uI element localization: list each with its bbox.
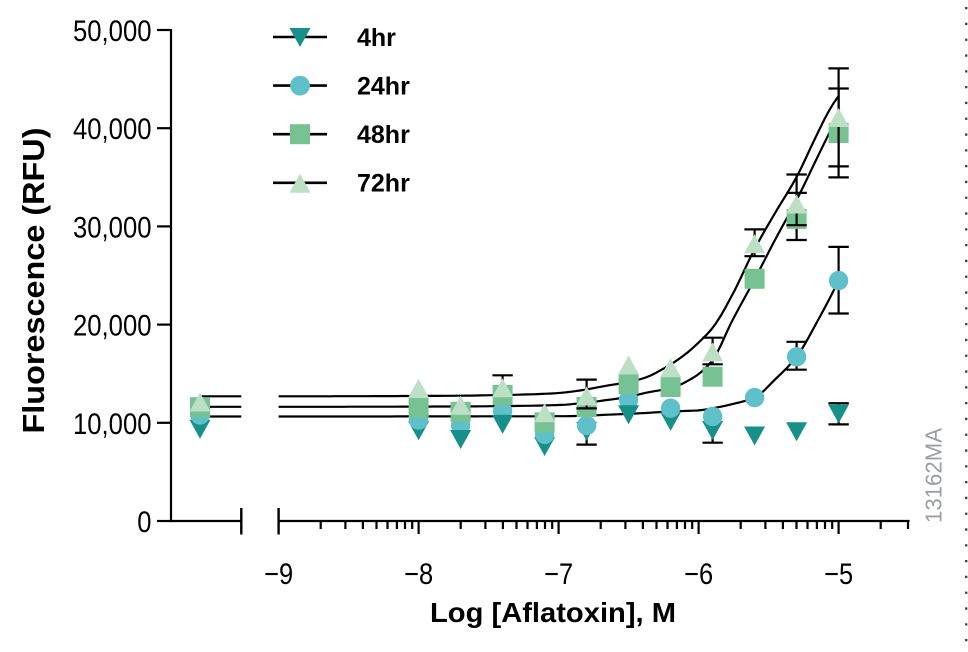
svg-text:72hr: 72hr xyxy=(357,170,410,198)
svg-text:13162MA: 13162MA xyxy=(921,427,947,523)
svg-text:−5: −5 xyxy=(824,558,853,591)
svg-text:−8: −8 xyxy=(404,558,433,591)
svg-text:24hr: 24hr xyxy=(357,72,410,100)
svg-text:30,000: 30,000 xyxy=(73,211,152,244)
svg-text:10,000: 10,000 xyxy=(73,408,152,441)
svg-text:20,000: 20,000 xyxy=(73,310,152,343)
svg-text:0: 0 xyxy=(137,506,151,539)
svg-text:−7: −7 xyxy=(544,558,573,591)
svg-text:−9: −9 xyxy=(264,558,293,591)
svg-text:Log [Aflatoxin], M: Log [Aflatoxin], M xyxy=(430,597,676,628)
svg-text:40,000: 40,000 xyxy=(73,113,152,146)
svg-text:Fluorescence (RFU): Fluorescence (RFU) xyxy=(16,128,51,434)
svg-text:50,000: 50,000 xyxy=(73,15,152,48)
svg-text:48hr: 48hr xyxy=(357,121,410,149)
svg-text:4hr: 4hr xyxy=(357,24,396,52)
svg-text:−6: −6 xyxy=(684,558,713,591)
